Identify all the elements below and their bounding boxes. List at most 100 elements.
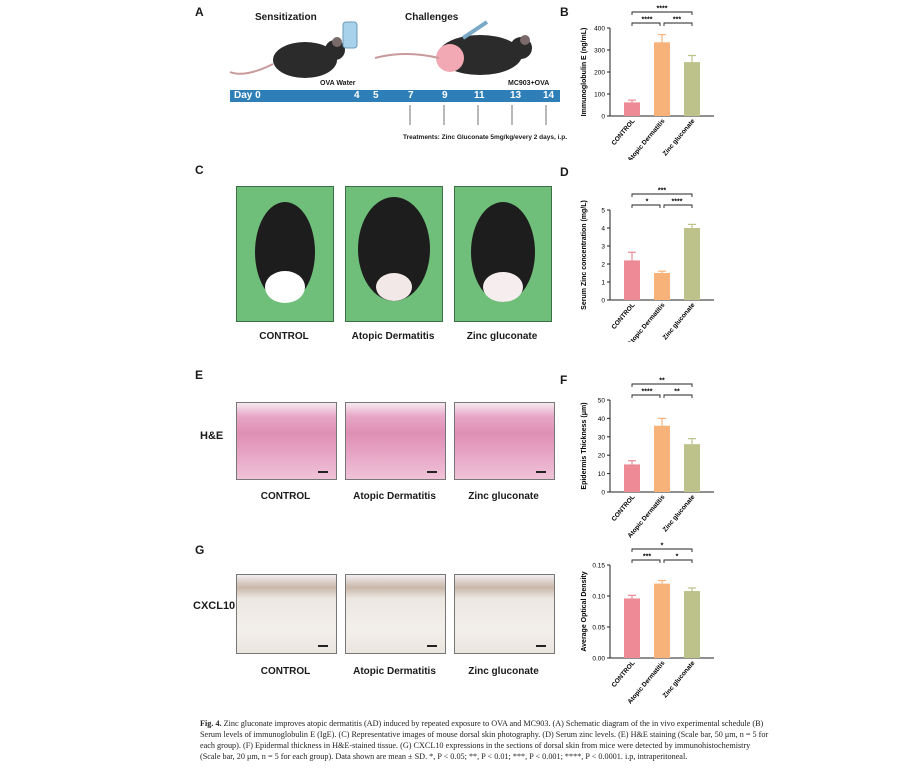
significance-label: *** xyxy=(673,17,681,24)
x-tick-label: Zinc gluconate xyxy=(662,117,697,157)
significance-label: * xyxy=(676,554,679,561)
ihc-caption-ad: Atopic Dermatitis xyxy=(353,666,436,677)
bar xyxy=(624,102,640,116)
y-tick-label: 0.10 xyxy=(592,594,605,601)
he-image-atopic-dermatitis xyxy=(345,402,446,480)
significance-bracket: **** xyxy=(631,6,693,15)
y-tick-label: 0 xyxy=(601,298,605,305)
y-tick-label: 200 xyxy=(594,70,605,77)
he-row-label: H&E xyxy=(200,430,224,442)
y-tick-label: 300 xyxy=(594,48,605,55)
timeline-day-7: 7 xyxy=(408,90,414,101)
significance-bracket: *** xyxy=(663,17,693,26)
y-tick-label: 20 xyxy=(598,453,606,460)
timeline-day-5: 5 xyxy=(373,90,379,101)
significance-bracket: *** xyxy=(631,554,661,563)
y-tick-label: 5 xyxy=(601,208,605,215)
he-image-control xyxy=(236,402,337,480)
panel-label-f: F xyxy=(560,373,568,387)
bar xyxy=(624,260,640,300)
significance-bracket: * xyxy=(631,199,661,208)
figure-number: Fig. 4. xyxy=(200,719,222,728)
significance-bracket: ** xyxy=(663,389,693,398)
x-tick-label: CONTROL xyxy=(611,302,637,331)
timeline-day-9: 9 xyxy=(442,90,448,101)
bracket-line xyxy=(631,204,661,208)
timeline-day-11: 11 xyxy=(474,90,485,101)
bar xyxy=(684,591,700,658)
he-caption-control: CONTROL xyxy=(260,491,311,502)
significance-label: **** xyxy=(657,6,668,13)
syringe-icons xyxy=(409,105,547,125)
y-tick-label: 0.00 xyxy=(592,656,605,663)
dropper-icon xyxy=(461,20,489,40)
y-tick-label: 3 xyxy=(601,244,605,251)
bracket-line xyxy=(631,394,661,398)
chart-d-zinc: 0 1 2 3 4 5 Serum Zinc concentration (mg/L) CON… xyxy=(581,188,714,342)
significance-label: ** xyxy=(674,389,680,396)
photo-caption-zinc: Zinc gluconate xyxy=(466,331,538,342)
water-bottle-icon xyxy=(342,21,358,49)
significance-label: **** xyxy=(672,199,683,206)
y-tick-label: 0.05 xyxy=(592,625,605,632)
y-axis-label: Serum Zinc concentration (mg/L) xyxy=(581,200,588,310)
significance-label: **** xyxy=(642,389,653,396)
photo-atopic-dermatitis xyxy=(345,186,443,322)
bracket-line xyxy=(631,559,661,563)
ihc-image-atopic-dermatitis xyxy=(345,574,446,654)
bracket-line xyxy=(663,394,693,398)
y-tick-label: 100 xyxy=(594,92,605,99)
x-tick-label: CONTROL xyxy=(611,118,637,147)
significance-label: *** xyxy=(643,554,651,561)
x-tick-label: Zinc gluconate xyxy=(662,493,697,533)
bracket-line xyxy=(663,559,693,563)
chart-b-ige: 0 100 200 300 400 Immunoglobulin E (ng/mL) CON… xyxy=(581,6,714,160)
significance-label: ** xyxy=(659,378,665,385)
bar xyxy=(684,228,700,300)
photo-caption-ad: Atopic Dermatitis xyxy=(351,331,435,342)
panel-label-g: G xyxy=(195,543,205,557)
ihc-image-zinc-gluconate xyxy=(454,574,555,654)
significance-label: **** xyxy=(642,17,653,24)
bar xyxy=(684,444,700,492)
y-axis-label: Average Optical Density xyxy=(581,571,588,651)
y-tick-label: 0 xyxy=(601,114,605,121)
ova-water-label: OVA Water xyxy=(320,80,356,87)
bar xyxy=(624,598,640,658)
bar xyxy=(654,273,670,300)
ihc-caption-zinc: Zinc gluconate xyxy=(468,666,539,677)
bracket-line xyxy=(631,383,693,387)
bar xyxy=(654,42,670,116)
bracket-line xyxy=(631,22,661,26)
panel-label-a: A xyxy=(195,5,204,19)
challenges-heading: Challenges xyxy=(405,12,459,23)
timeline-day-0: Day 0 xyxy=(234,90,261,101)
y-axis-label: Immunoglobulin E (ng/mL) xyxy=(581,28,588,117)
chart-g-density: 0.00 0.05 0.10 0.15 Average Optical Density C… xyxy=(581,543,714,706)
mouse-illustrations xyxy=(229,20,532,78)
mc903-ova-label: MC903+OVA xyxy=(508,80,550,87)
x-tick-label: CONTROL xyxy=(611,660,637,689)
bracket-line xyxy=(631,193,693,197)
chart-f-thickness: 0 10 20 30 40 50 Epidermis Thickness (μm) CONTR… xyxy=(581,378,714,540)
ihc-caption-control: CONTROL xyxy=(260,666,311,677)
photo-control xyxy=(236,186,334,322)
y-tick-label: 10 xyxy=(598,471,606,478)
photo-caption-control: CONTROL xyxy=(259,331,309,342)
significance-bracket: ** xyxy=(631,378,693,387)
he-caption-ad: Atopic Dermatitis xyxy=(353,491,436,502)
significance-bracket: *** xyxy=(631,188,693,197)
x-tick-label: Zinc gluconate xyxy=(662,301,697,341)
y-tick-label: 1 xyxy=(601,280,605,287)
timeline-day-4: 4 xyxy=(354,90,360,101)
photo-zinc-gluconate xyxy=(454,186,552,322)
significance-bracket: * xyxy=(631,543,693,552)
significance-bracket: * xyxy=(663,554,693,563)
y-tick-label: 0 xyxy=(601,490,605,497)
y-tick-label: 400 xyxy=(594,26,605,33)
figure-caption-text: Zinc gluconate improves atopic dermatiti… xyxy=(200,719,769,761)
bar xyxy=(684,62,700,116)
y-axis-label: Epidermis Thickness (μm) xyxy=(581,402,588,489)
bracket-line xyxy=(663,204,693,208)
x-tick-label: Zinc gluconate xyxy=(662,659,697,699)
